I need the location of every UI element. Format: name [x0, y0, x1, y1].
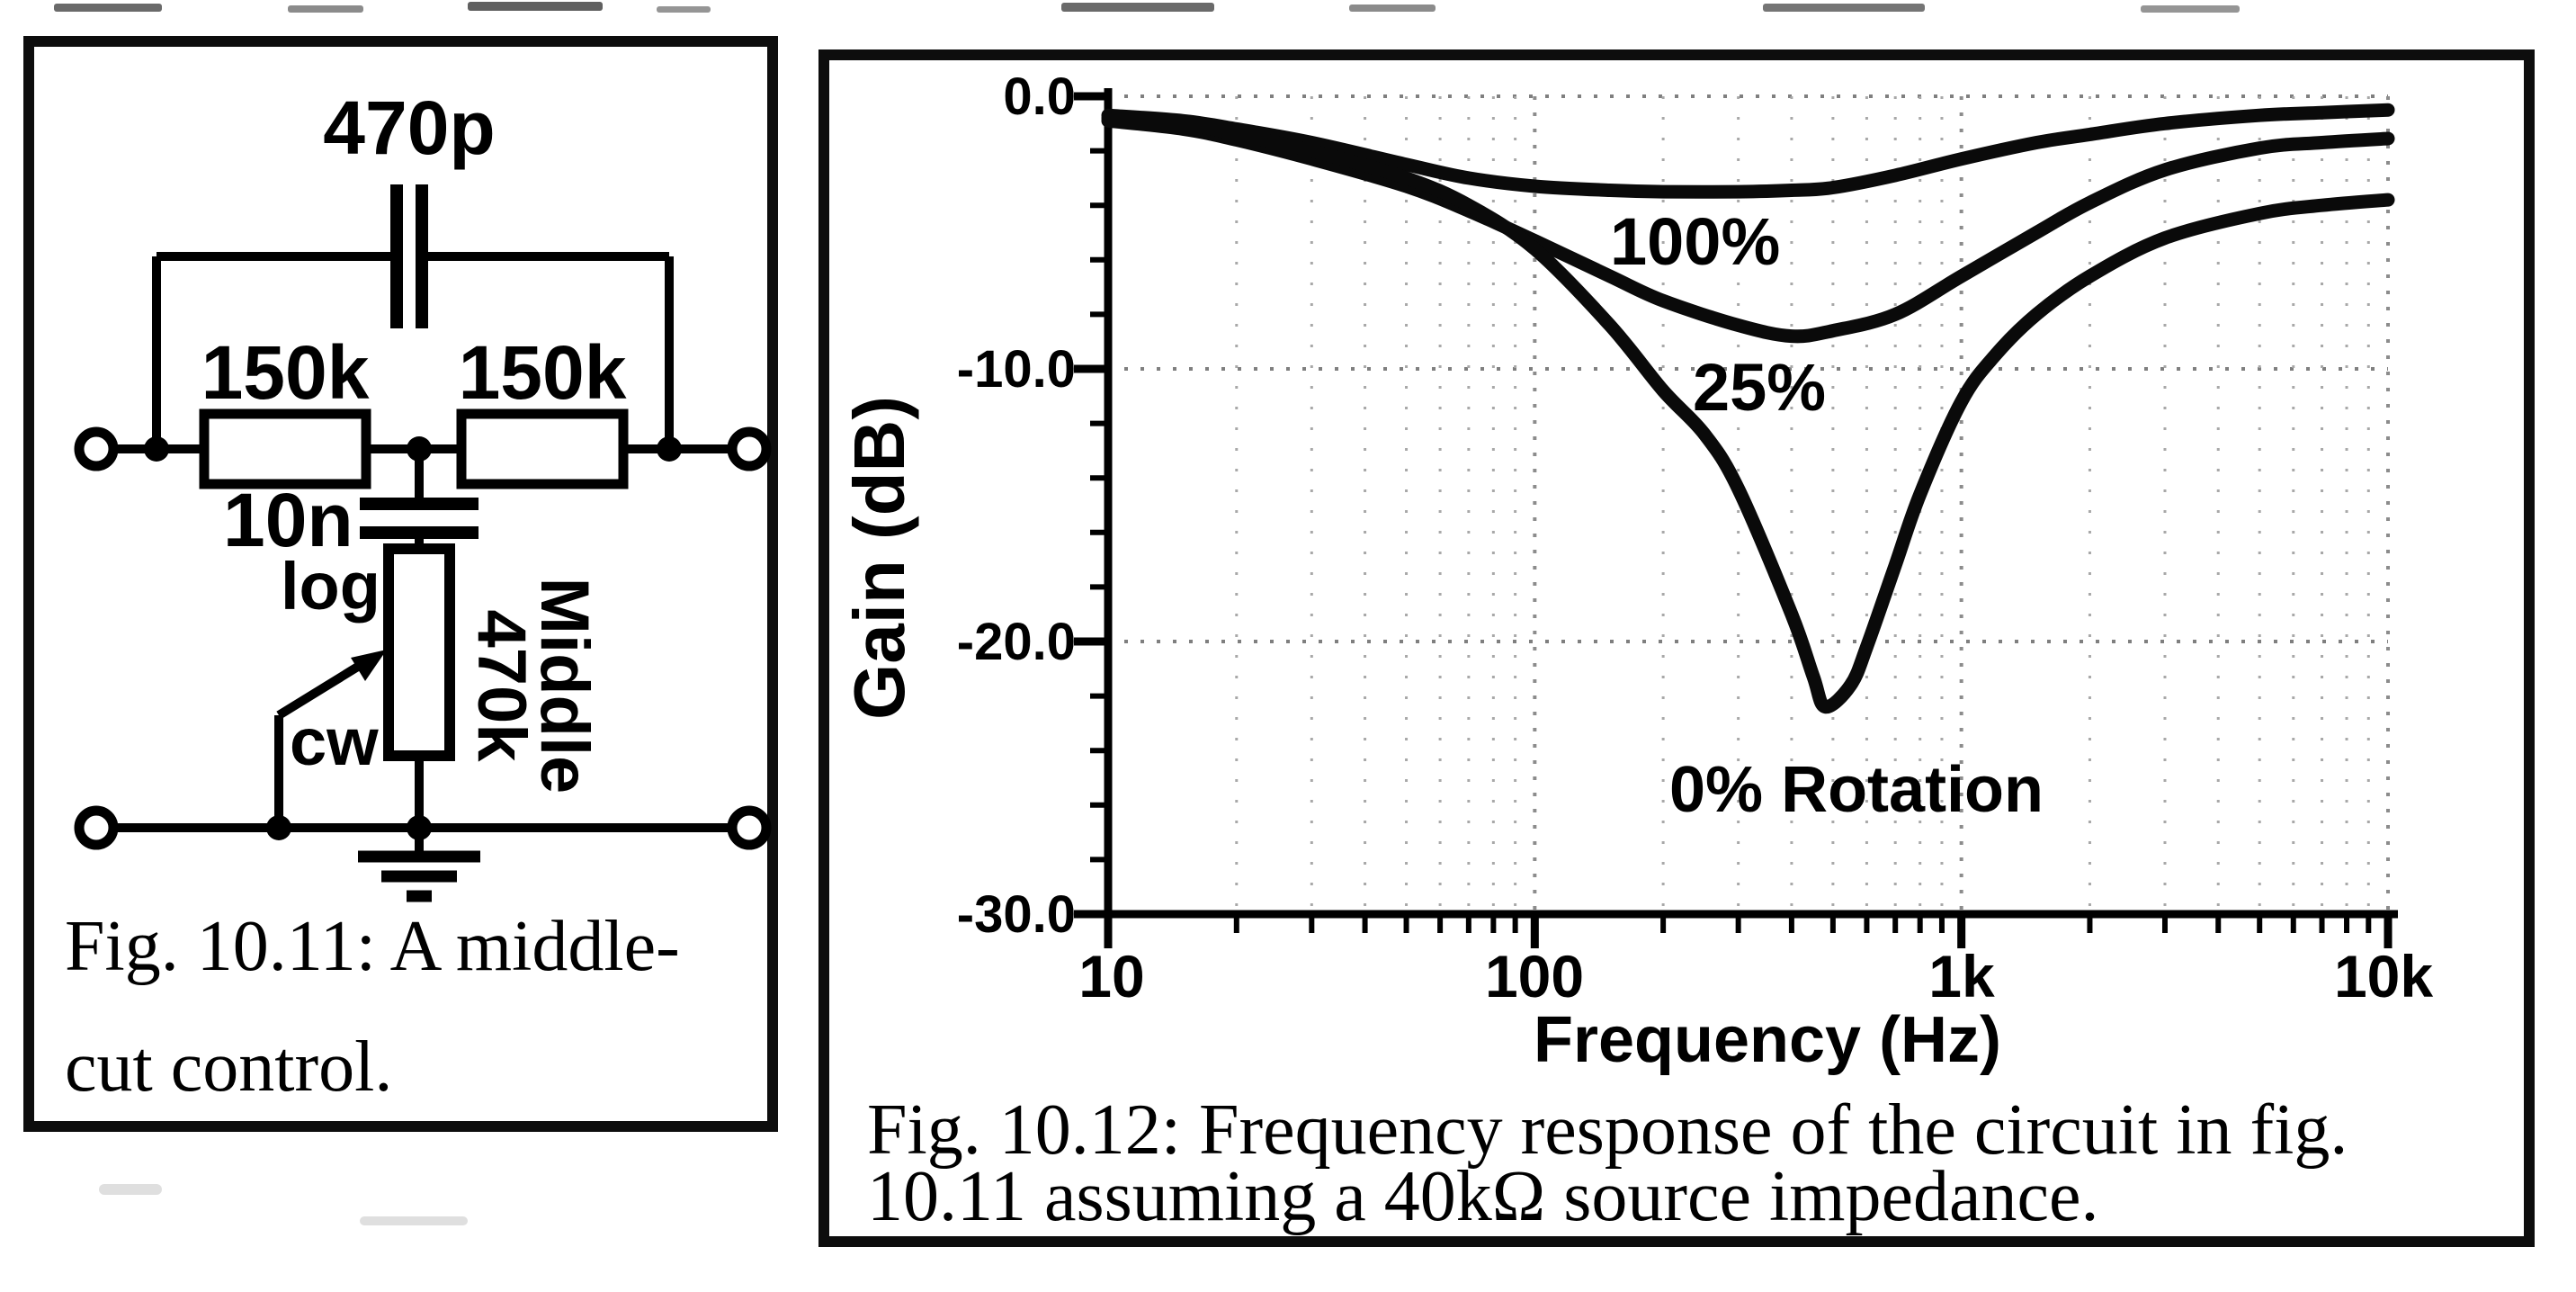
series-label-100pct: 100% [1610, 204, 1781, 279]
capacitor-470p-symbol [390, 184, 428, 328]
fig-10-12-caption-line2: 10.11 assuming a 40kΩ source impedance. [867, 1157, 2099, 1236]
fig-10-12-caption-line1: Fig. 10.12: Frequency response of the ci… [867, 1090, 2348, 1170]
terminals [74, 426, 772, 850]
scan-artifact [54, 4, 162, 12]
junction-dots [144, 436, 682, 840]
resistor-150k-left [199, 408, 371, 489]
curve-100- [1101, 103, 2395, 199]
scan-artifact [288, 5, 363, 13]
chart-axes [1104, 88, 2398, 919]
xtick-10: 10 [1078, 943, 1145, 1009]
chart-gridlines [1108, 94, 2390, 914]
wiper-arrowhead [351, 650, 387, 681]
chart-curves [1101, 103, 2395, 714]
scan-smudge [99, 1184, 162, 1195]
xtick-100: 100 [1484, 943, 1585, 1009]
label-150k-right: 150k [458, 330, 627, 415]
y-axis-title: Gain (dB) [839, 396, 919, 720]
label-10n: 10n [223, 478, 353, 562]
scan-artifact [468, 2, 603, 11]
fig-10-11-border [23, 36, 778, 1132]
series-label-0pct-rotation: 0% Rotation [1669, 754, 2044, 826]
scan-artifact [1763, 4, 1925, 12]
label-cw: cw [290, 704, 379, 779]
scan-artifact [657, 6, 711, 13]
fig-10-12-border [818, 49, 2535, 1247]
pot-value: 470k [463, 609, 540, 762]
circuit-diagram [74, 184, 772, 902]
fig-10-11-caption-line1: Fig. 10.11: A middle- [65, 907, 680, 986]
scan-smudge [360, 1216, 468, 1225]
series-label-25pct: 25% [1693, 350, 1827, 425]
label-log: log [281, 549, 380, 624]
resistor-150k-right [456, 408, 629, 489]
scan-artifact [2141, 5, 2240, 13]
xtick-1k: 1k [1928, 943, 1995, 1009]
scan-artifact [1349, 4, 1436, 12]
x-axis-title: Frequency (Hz) [1533, 1004, 2002, 1076]
label-470p: 470p [323, 85, 496, 170]
potentiometer-body [383, 543, 455, 761]
ytick-30: -30.0 [956, 885, 1076, 944]
fig-10-11-caption-line2: cut control. [65, 1027, 393, 1107]
scan-artifact [1061, 3, 1214, 12]
capacitor-10n-symbol [360, 498, 479, 539]
label-pot-middle-470k: Middle 470k [463, 577, 603, 794]
label-150k-left: 150k [201, 330, 370, 415]
ytick-10: -10.0 [956, 340, 1076, 399]
xtick-10k: 10k [2333, 943, 2434, 1009]
ytick-20: -20.0 [956, 613, 1076, 671]
pot-name: Middle [525, 577, 603, 794]
ytick-0: 0.0 [1003, 67, 1076, 126]
curve-0-rotation [1101, 111, 2395, 714]
curve-25- [1101, 113, 2395, 344]
